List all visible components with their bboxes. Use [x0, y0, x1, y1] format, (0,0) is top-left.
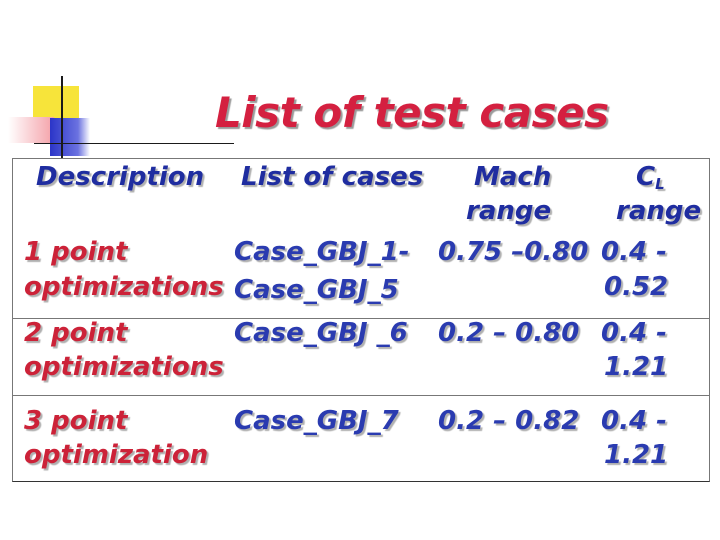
- slide-title: List of test cases: [215, 88, 609, 137]
- row1-description: 1 point: [24, 237, 128, 267]
- header-cl-symbol: C: [636, 162, 656, 192]
- row2-description-2: optimizations: [24, 352, 224, 382]
- header-cl: CL: [636, 160, 665, 202]
- row3-cl-2: 1.21: [604, 440, 669, 470]
- row2-description: 2 point: [24, 318, 128, 348]
- row2-mach: 0.2 – 0.80: [438, 318, 580, 348]
- header-cl-range: range: [616, 196, 702, 226]
- row3-mach: 0.2 – 0.82: [438, 406, 580, 436]
- row1-cl: 0.4 -: [601, 237, 667, 267]
- row1-cl-2: 0.52: [604, 272, 669, 302]
- row-divider-2: [12, 395, 710, 396]
- row3-cl: 0.4 -: [601, 406, 667, 436]
- row3-description-2: optimization: [24, 440, 209, 470]
- header-list-of-cases: List of cases: [241, 162, 424, 192]
- row3-cases: Case_GBJ_7: [234, 406, 399, 436]
- header-mach-range: range: [466, 196, 552, 226]
- header-description: Description: [36, 162, 205, 192]
- row1-mach: 0.75 –0.80: [438, 237, 589, 267]
- logo-blue-square: [50, 118, 90, 156]
- row-divider-1: [12, 318, 710, 319]
- row2-cases: Case_GBJ _6: [234, 318, 408, 348]
- row3-description: 3 point: [24, 406, 128, 436]
- logo-vertical-line: [61, 76, 63, 158]
- row2-cl: 0.4 -: [601, 318, 667, 348]
- logo-horizontal-line: [34, 143, 234, 144]
- row1-description-2: optimizations: [24, 272, 224, 302]
- test-cases-table: [12, 158, 710, 482]
- row1-cases: Case_GBJ_1-: [234, 237, 410, 267]
- logo-pink-square: [8, 117, 54, 143]
- header-cl-subscript: L: [655, 175, 665, 193]
- row2-cl-2: 1.21: [604, 352, 669, 382]
- header-mach: Mach: [474, 162, 552, 192]
- row1-cases-2: Case_GBJ_5: [234, 275, 399, 305]
